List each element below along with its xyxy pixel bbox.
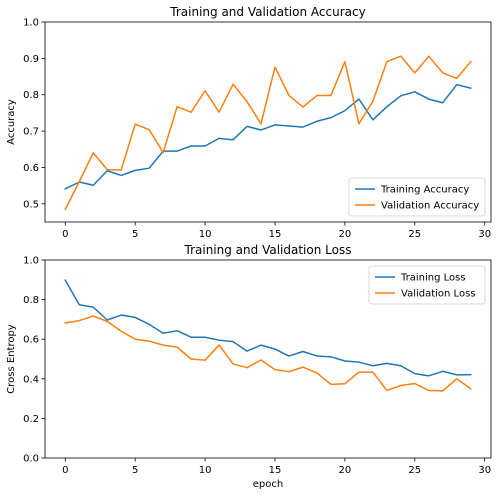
y-axis-label: Accuracy — [6, 99, 17, 145]
y-tick-label: 0.6 — [23, 163, 39, 174]
x-tick-label: 0 — [62, 229, 68, 240]
legend-label-training: Training Accuracy — [380, 185, 469, 196]
y-tick-label: 0.6 — [23, 335, 39, 346]
x-tick-label: 5 — [132, 465, 138, 476]
plot-frame — [44, 21, 492, 223]
x-tick-label: 25 — [408, 465, 421, 476]
plot-frame — [44, 259, 492, 459]
y-axis-label: Cross Entropy — [6, 324, 17, 394]
legend: Training Accuracy Validation Accuracy — [348, 177, 486, 217]
x-tick-label: 30 — [478, 229, 491, 240]
y-tick-label: 1.0 — [23, 18, 39, 29]
x-tick-label: 25 — [408, 229, 421, 240]
y-tick-label: 0.2 — [23, 414, 39, 425]
x-tick-label: 0 — [62, 465, 68, 476]
x-tick-label: 15 — [269, 229, 282, 240]
legend-box — [368, 265, 486, 305]
y-tick-label: 0.8 — [23, 90, 39, 101]
series-line-validation — [64, 315, 472, 392]
x-tick-label: 5 — [132, 229, 138, 240]
x-tick-label: 30 — [478, 465, 491, 476]
legend-label-validation: Validation Loss — [401, 289, 476, 300]
x-tick-label: 10 — [199, 465, 212, 476]
legend: Training Loss Validation Loss — [368, 265, 486, 305]
y-tick-label: 0.5 — [23, 199, 39, 210]
x-axis-label: epoch — [253, 479, 283, 490]
x-tick-label: 10 — [199, 229, 212, 240]
x-tick-label: 15 — [269, 465, 282, 476]
series-line-training — [64, 83, 472, 190]
x-tick-label: 20 — [339, 465, 352, 476]
series-line-validation — [64, 55, 472, 211]
legend-label-validation: Validation Accuracy — [381, 201, 479, 212]
y-tick-label: 0.7 — [23, 127, 39, 138]
series-line-training — [64, 279, 472, 377]
y-tick-label: 1.0 — [23, 256, 39, 267]
legend-box — [348, 177, 486, 217]
chart-title: Training and Validation Loss — [184, 243, 352, 257]
y-tick-label: 0.0 — [23, 454, 39, 465]
legend-label-training: Training Loss — [400, 273, 466, 284]
y-tick-label: 0.8 — [23, 295, 39, 306]
y-tick-label: 0.9 — [23, 54, 39, 65]
chart-title: Training and Validation Accuracy — [169, 5, 365, 19]
accuracy-chart: Training and Validation Accuracy Accuracy… — [6, 5, 492, 240]
x-tick-label: 20 — [339, 229, 352, 240]
y-tick-label: 0.4 — [23, 374, 39, 385]
loss-chart: Training and Validation Loss Cross Entrop… — [6, 243, 492, 490]
